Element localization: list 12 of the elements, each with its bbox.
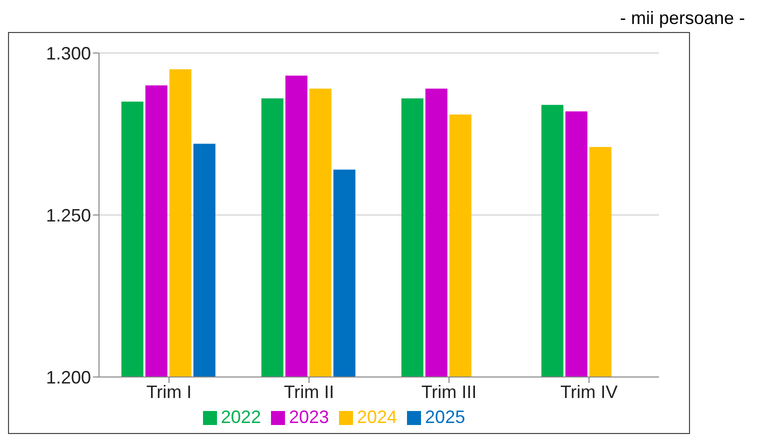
legend-label: 2025	[425, 407, 466, 427]
x-tick-label: Trim I	[146, 382, 192, 402]
legend-label: 2023	[288, 407, 329, 427]
x-tick-label: Trim II	[284, 382, 334, 402]
legend-label: 2024	[357, 407, 398, 427]
text: - mii persoane -	[620, 8, 745, 28]
legend-label: 2022	[220, 407, 261, 427]
y-tick-label: 1.250	[46, 205, 91, 226]
y-tick-label: 1.200	[46, 367, 91, 388]
y-tick-label: 1.300	[46, 43, 91, 64]
x-tick-label: Trim IV	[560, 382, 618, 402]
x-tick-label: Trim III	[421, 382, 477, 402]
